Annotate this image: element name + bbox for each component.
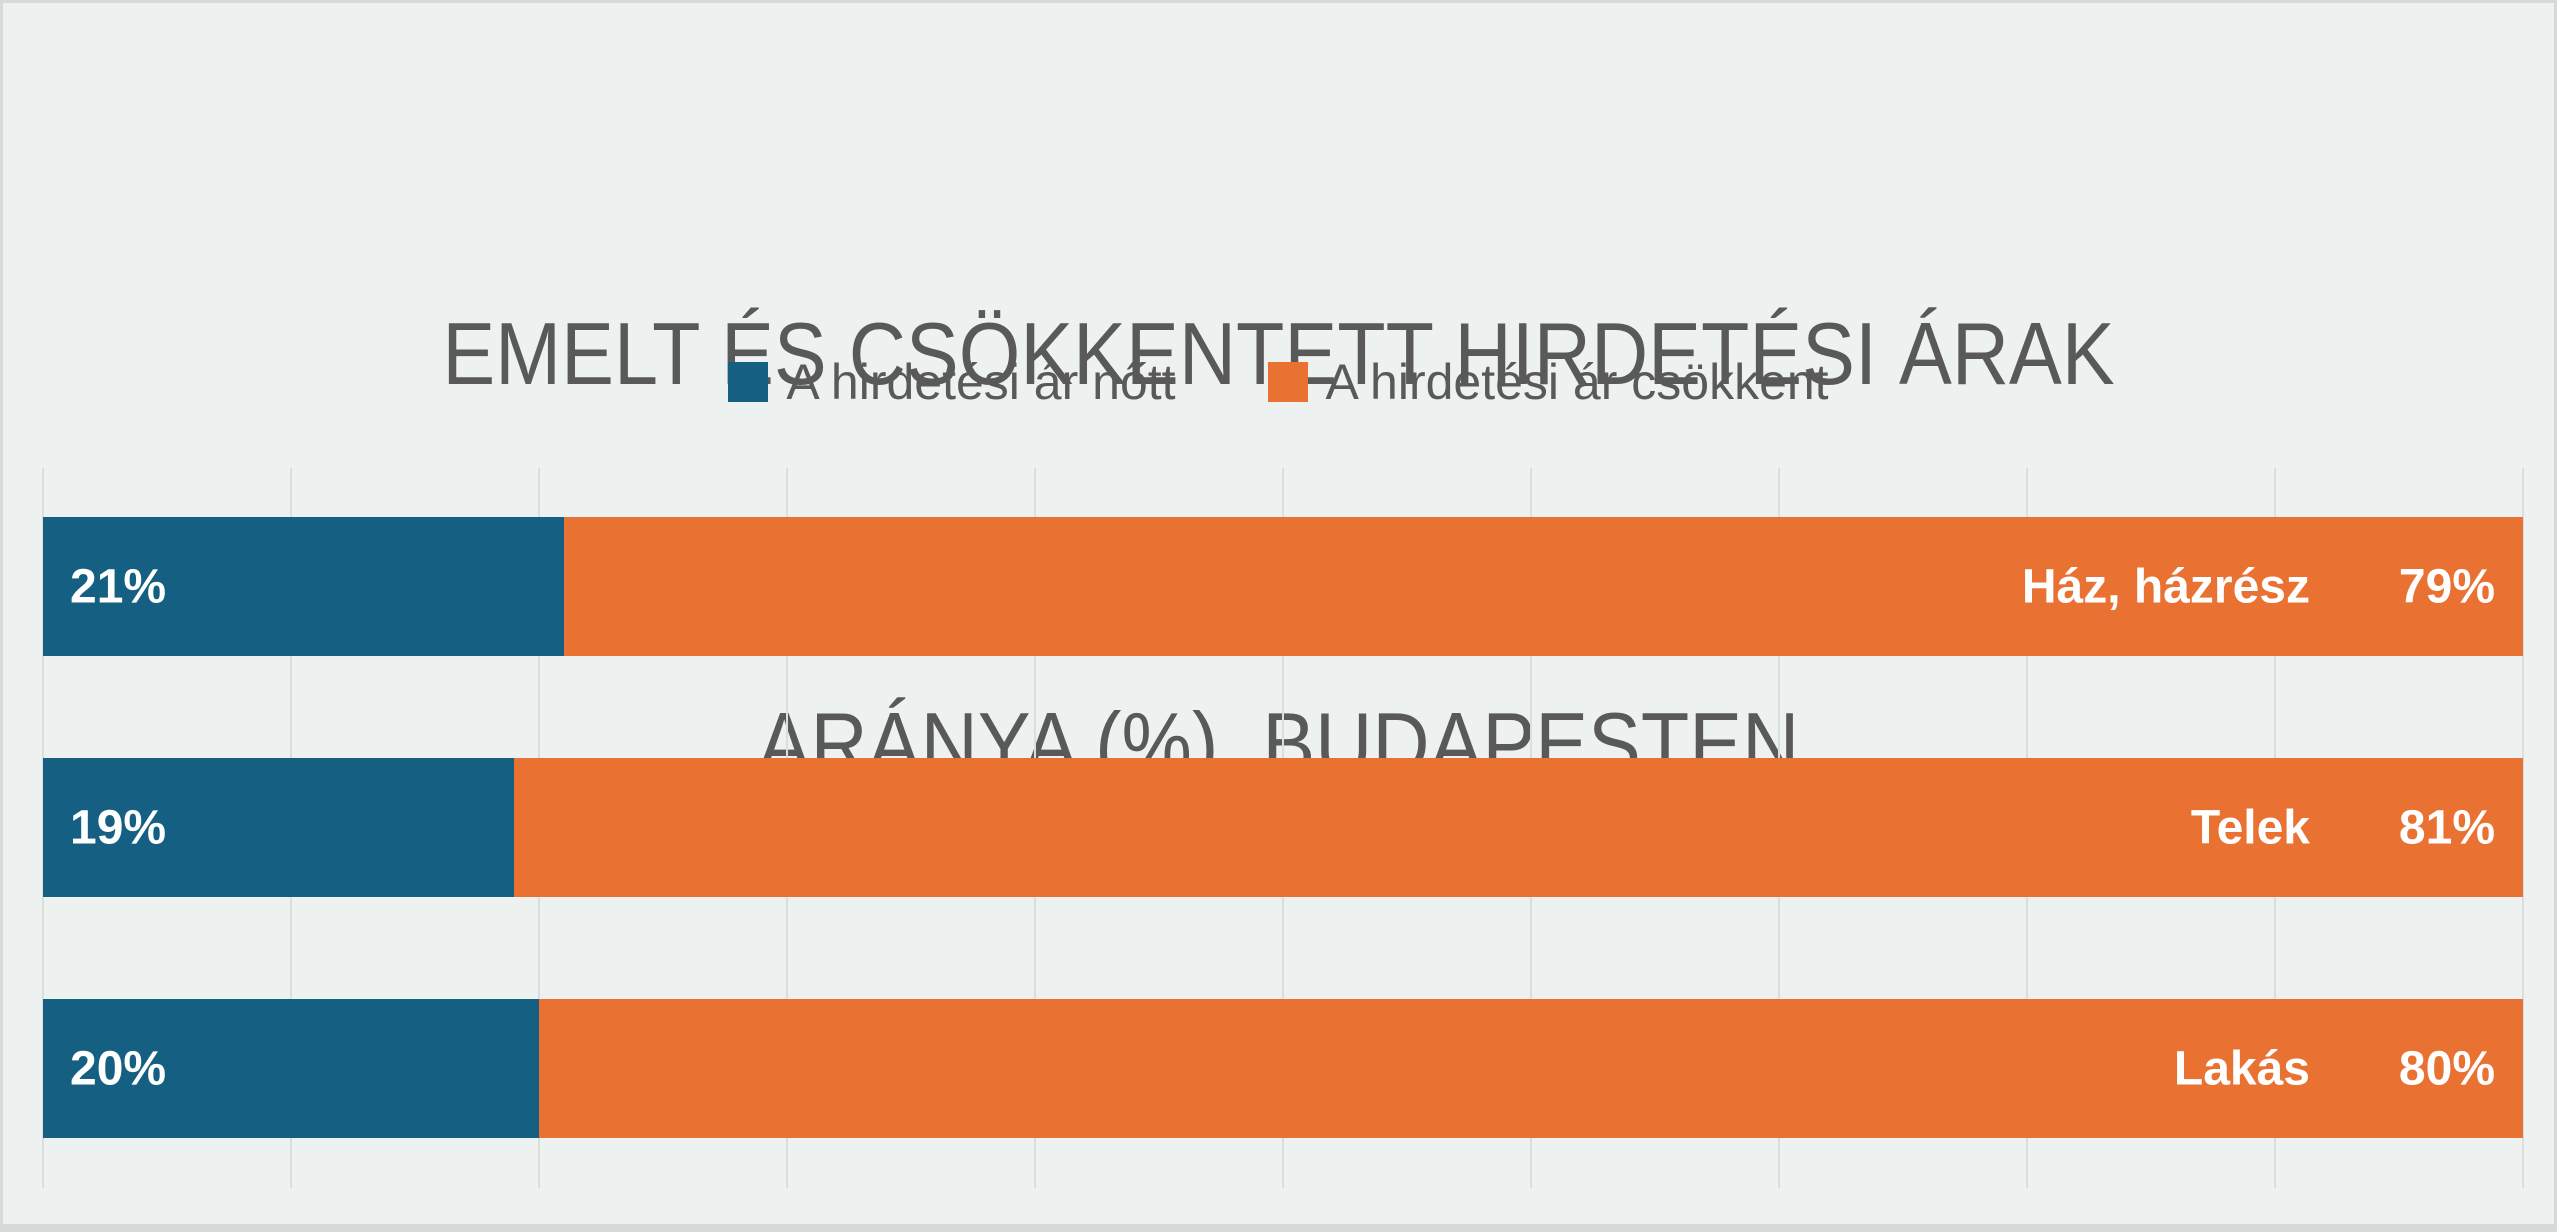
increase-segment: 21% [43,517,564,656]
increase-value-label: 21% [70,560,167,613]
decrease-segment: Telek 81% [514,758,2523,897]
decrease-segment: Lakás 80% [539,999,2523,1138]
decrease-segment: Ház, házrész 79% [563,517,2523,656]
decrease-value-label: 79% [2398,560,2495,613]
category-label: Ház, házrész [2021,560,2310,613]
category-label: Telek [2190,801,2310,854]
increase-segment: 20% [43,999,539,1138]
chart-title-line-1: EMELT ÉS CSÖKKENTETT HIRDETÉSI ÁRAK [442,304,2115,403]
bar-row-haz-hazresz: 21% Ház, házrész 79% [43,517,2523,656]
plot-area: 21% Ház, házrész 79% 19% Telek 81% 20% L… [42,468,2524,1188]
increase-value-label: 20% [70,1042,167,1095]
decrease-value-label: 81% [2398,801,2495,854]
legend-label-increase: A hirdetési ár nőtt [786,354,1176,410]
category-label: Lakás [2173,1042,2310,1095]
gridline-100 [2522,468,2524,1188]
decrease-series-swatch [1267,362,1308,402]
increase-value-label: 19% [70,801,167,854]
legend-item-increase: A hirdetési ár nőtt [728,353,1176,411]
legend-label-decrease: A hirdetési ár csökkent [1325,354,1829,410]
increase-series-swatch [728,362,769,402]
bar-row-telek: 19% Telek 81% [43,758,2523,897]
increase-segment: 19% [43,758,515,897]
legend: A hirdetési ár nőtt A hirdetési ár csökk… [3,353,2554,411]
bar-row-lakas: 20% Lakás 80% [43,999,2523,1138]
decrease-value-label: 80% [2398,1042,2495,1095]
legend-item-decrease: A hirdetési ár csökkent [1267,353,1829,411]
